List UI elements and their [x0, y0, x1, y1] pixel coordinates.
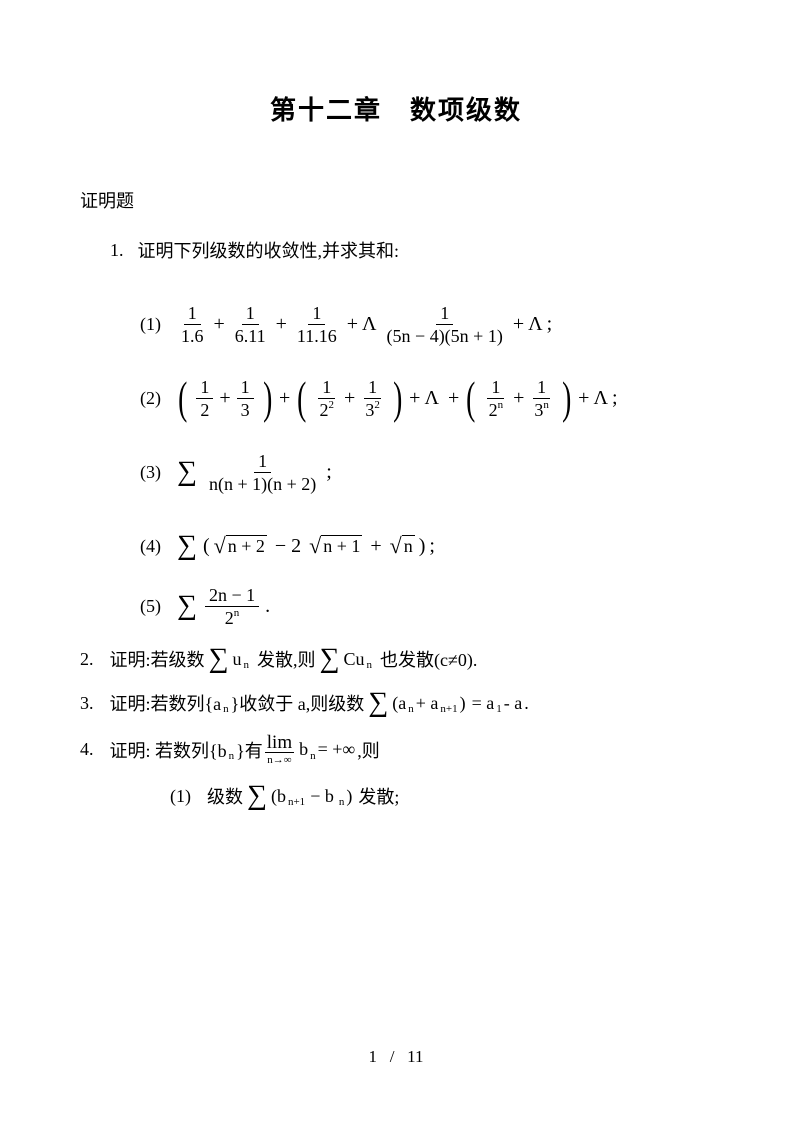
- sigma-icon: ∑: [177, 592, 197, 620]
- q1-3: (3) ∑ 1 n(n + 1)(n + 2) ;: [140, 449, 712, 495]
- q1-5: (5) ∑ 2n − 1 2n .: [140, 583, 712, 629]
- section-label: 证明题: [80, 187, 712, 213]
- q4-num: 4.: [80, 739, 94, 760]
- sigma-icon: ∑: [177, 532, 197, 560]
- sigma-icon: ∑: [368, 689, 388, 717]
- chapter-title: 第十二章 数项级数: [80, 90, 712, 127]
- page-current: 1: [368, 1047, 377, 1066]
- page-sep: /: [390, 1047, 395, 1066]
- lambda: Λ: [362, 313, 377, 336]
- q2-num: 2.: [80, 649, 94, 670]
- lim: lim n→∞: [265, 733, 294, 766]
- frac-3: 1 11.16: [293, 304, 341, 345]
- q1-1: (1) 1 1.6 + 1 6.11 + 1 11.16 + Λ 1 (5n −…: [140, 301, 712, 347]
- q1-2-num: (2): [140, 388, 161, 409]
- q2: 2. 证明:若级数 ∑ un 发散,则 ∑ Cun 也发散(c≠0).: [80, 645, 712, 673]
- page-footer: 1 / 11: [0, 1047, 792, 1067]
- sigma-icon: ∑: [319, 645, 339, 673]
- frac-4: 1 (5n − 4)(5n + 1): [383, 304, 507, 345]
- lambda: Λ: [424, 387, 439, 410]
- lambda: Λ: [593, 387, 608, 410]
- q4-1-num: (1): [170, 786, 191, 807]
- q1-2: (2) ( 12 + 13 ) + ( 122 + 132 ) + Λ + ( …: [140, 375, 712, 421]
- q1-4-num: (4): [140, 536, 161, 557]
- q1-4: (4) ∑ ( √n + 2 − 2 √n + 1 + √n ) ;: [140, 523, 712, 569]
- frac-2: 1 6.11: [231, 304, 270, 345]
- q3-num: 3.: [80, 693, 94, 714]
- lambda: Λ: [528, 313, 543, 336]
- frac-1: 1 1.6: [177, 304, 208, 345]
- q1-text: 证明下列级数的收敛性,并求其和:: [138, 237, 400, 263]
- sigma-icon: ∑: [247, 782, 267, 810]
- q1: 1. 证明下列级数的收敛性,并求其和:: [110, 227, 712, 273]
- q1-3-num: (3): [140, 462, 161, 483]
- q4: 4. 证明: 若数列{bn}有 lim n→∞ bn = +∞ ,则: [80, 733, 712, 766]
- q3: 3. 证明:若数列{an}收敛于 a,则级数 ∑ (an + an+1 ) = …: [80, 689, 712, 717]
- page-total: 11: [407, 1047, 423, 1066]
- q1-num: 1.: [110, 240, 124, 261]
- sigma-icon: ∑: [209, 645, 229, 673]
- q4-1: (1) 级数 ∑ (bn+1 − bn ) 发散;: [170, 782, 712, 810]
- q1-1-num: (1): [140, 314, 161, 335]
- q1-5-num: (5): [140, 596, 161, 617]
- sigma-icon: ∑: [177, 458, 197, 486]
- page-body: 第十二章 数项级数 证明题 1. 证明下列级数的收敛性,并求其和: (1) 1 …: [0, 0, 792, 870]
